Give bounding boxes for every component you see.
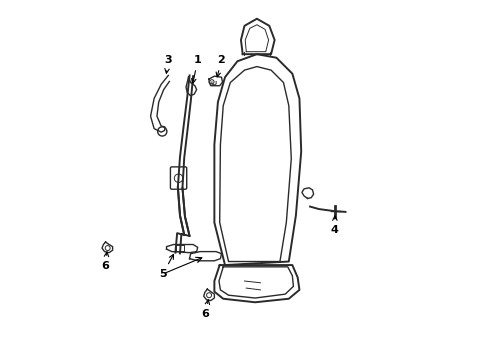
Circle shape bbox=[206, 293, 211, 298]
Text: 6: 6 bbox=[102, 252, 109, 271]
Circle shape bbox=[209, 80, 214, 84]
Circle shape bbox=[157, 127, 166, 136]
Text: 4: 4 bbox=[330, 216, 338, 235]
FancyBboxPatch shape bbox=[170, 167, 186, 189]
Text: 6: 6 bbox=[201, 300, 209, 319]
Text: 1: 1 bbox=[191, 55, 201, 83]
Text: 5: 5 bbox=[159, 255, 173, 279]
Circle shape bbox=[105, 246, 110, 251]
Circle shape bbox=[174, 174, 183, 183]
Text: 3: 3 bbox=[164, 55, 172, 73]
Text: 2: 2 bbox=[216, 55, 225, 77]
